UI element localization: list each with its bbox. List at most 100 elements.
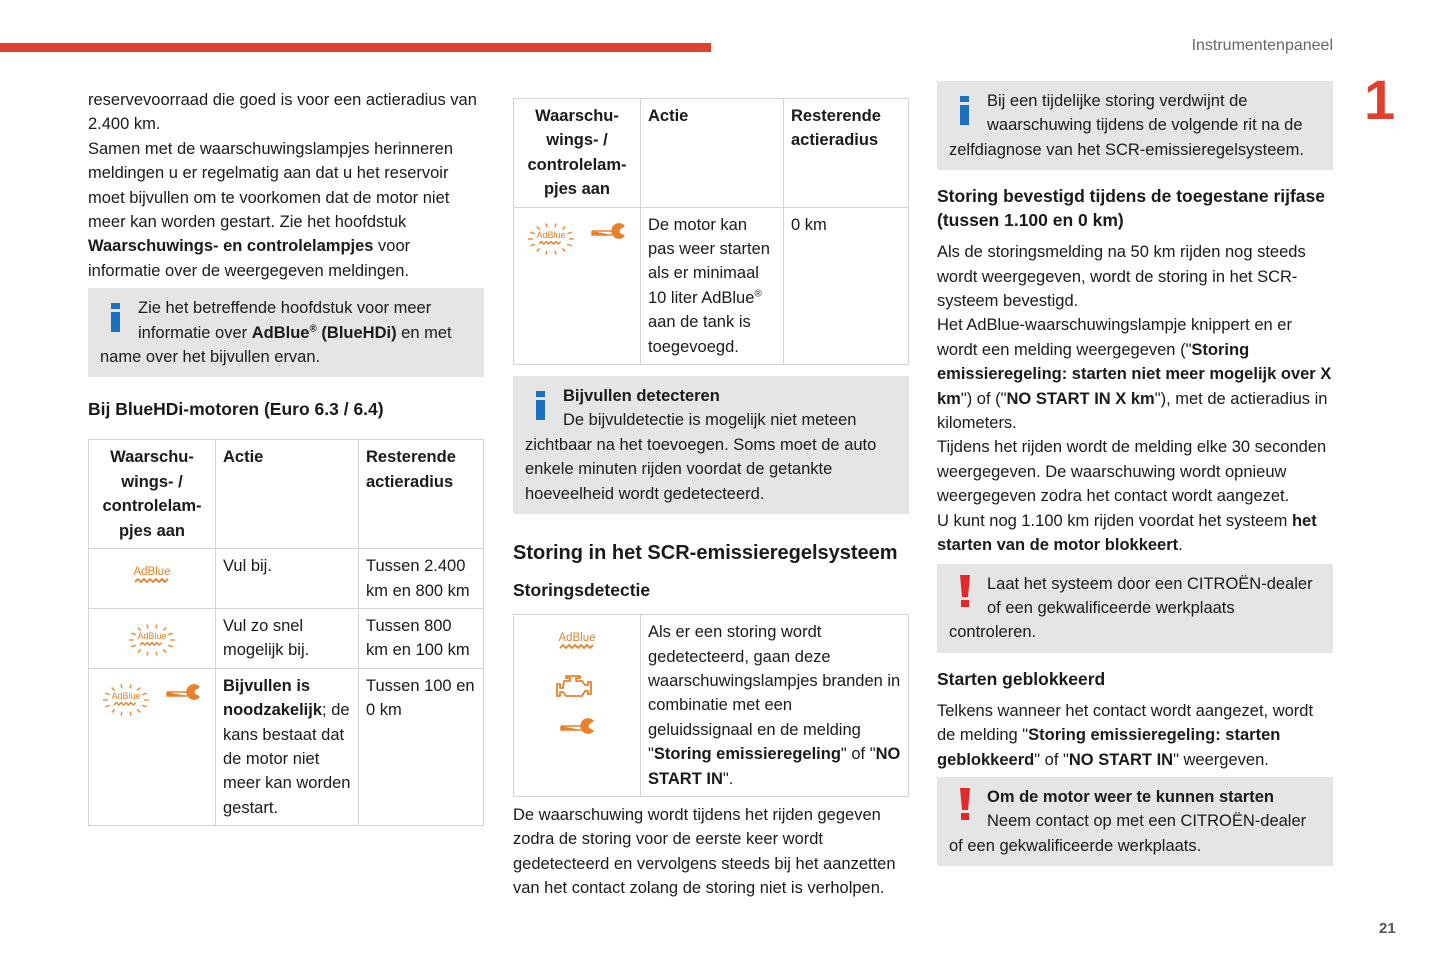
table-row: AdBlue Bijvullen is noodzakelijk; de kans… <box>88 667 484 827</box>
icon-wave <box>538 240 562 245</box>
section-title: Instrumentenpaneel <box>1191 37 1333 54</box>
engine-icon <box>556 675 592 697</box>
column: Bij een tijdelijke storing verdwijnt de … <box>937 81 1333 867</box>
icon-wrap <box>588 222 628 246</box>
icon-stem <box>960 787 970 810</box>
icon-dot <box>536 391 545 398</box>
icon-label: AdBlue <box>111 691 140 701</box>
text-run: Waarschuwings- en controlelampjes <box>88 237 374 256</box>
table-row: AdBlue De motor kan pas weer starten als … <box>513 206 909 366</box>
info-note: Bij een tijdelijke storing verdwijnt de … <box>937 81 1333 171</box>
icon-label: AdBlue <box>133 566 170 578</box>
paragraph: Tijdens het rijden wordt de melding elke… <box>937 435 1333 508</box>
wrench <box>166 683 200 700</box>
icon-wave <box>134 577 169 584</box>
column: reservevoorraad die goed is voor een act… <box>88 88 484 827</box>
paragraph: Als de storingsmelding na 50 km rijden n… <box>937 240 1333 313</box>
column: Waarschu-wings- / controlelam-pjes aan Ac… <box>513 98 909 901</box>
range-cell: 0 km <box>783 206 909 366</box>
text-run: ") of (" <box>960 389 1007 408</box>
text-run: De bijvuldetectie is mogelijk niet metee… <box>525 411 877 503</box>
text-run: NO START IN <box>648 745 901 788</box>
paragraph: De waarschuwing wordt tijdens het rijden… <box>513 803 909 901</box>
heading: Starten geblokkeerd <box>937 668 1106 689</box>
action-cell: Vul bij. <box>215 548 359 609</box>
header-cell: Resterende actieradius <box>783 98 909 208</box>
table-row: AdBlue Als er een storing wordt gedetecte… <box>513 614 909 797</box>
text-run: Als er een storing wordt gedetecteerd, g… <box>648 623 901 764</box>
text-run: NO START IN X km <box>1006 389 1155 408</box>
adblue-alert-icon: AdBlue <box>103 683 149 716</box>
text-run: Tijdens het rijden wordt de melding elke… <box>937 438 1327 506</box>
text-run: U kunt nog 1.100 km rijden voordat het s… <box>937 511 1292 530</box>
text-run: . <box>1178 536 1183 555</box>
wrench-icon <box>560 718 594 734</box>
text-run: Storing emissieregeling: starten geblokk… <box>937 726 1281 769</box>
header-cell: Actie <box>215 439 359 550</box>
text-run: Storing emissieregeling <box>653 745 841 764</box>
warning-note: Laat het systeem door een CITROËN-dealer… <box>937 563 1333 653</box>
text-run: Telkens wanneer het contact wordt aangez… <box>937 701 1314 745</box>
icon-glyph <box>960 96 969 125</box>
adblue-alert-icon: AdBlue <box>528 222 574 255</box>
text-run: De waarschuwing wordt tijdens het rijden… <box>513 805 896 898</box>
action-cell: Als er een storing wordt gedetecteerd, g… <box>640 614 909 797</box>
page-number: 21 <box>1379 920 1396 937</box>
info-icon <box>525 384 563 428</box>
note-title: Bijvullen detecteren <box>563 387 720 406</box>
action-cell: Vul zo snel mogelijk bij. <box>215 607 359 669</box>
text-run: het starten van de motor blokkeert <box>937 511 1317 555</box>
icon-dot <box>111 303 120 310</box>
warning-icon <box>949 785 987 829</box>
text-run: Vul zo snel mogelijk bij. <box>223 616 310 660</box>
wrench <box>560 718 594 734</box>
text-run: ® <box>309 323 317 335</box>
range-cell: Tussen 800 km en 100 km <box>358 607 484 669</box>
text-run: Zie het betreffende hoofdstuk voor meer … <box>138 299 432 342</box>
text-run: NO START IN <box>1068 750 1174 769</box>
text-run: Als de storingsmelding na 50 km rijden n… <box>937 243 1306 311</box>
header-cell: Waarschu-wings- / controlelam-pjes aan <box>88 439 216 550</box>
text-run: voor informatie over de weergegeven meld… <box>88 237 411 280</box>
text-run: reservevoorraad die goed is voor een act… <box>88 91 477 134</box>
text-run: Laat het systeem door een CITROËN-dealer… <box>949 574 1313 642</box>
chapter-number: 1 <box>1364 68 1396 131</box>
icon-glyph <box>960 574 970 607</box>
heading: Storingsdetectie <box>513 580 651 601</box>
icon-wrap: AdBlue <box>101 683 151 717</box>
icon-label: AdBlue <box>137 631 166 641</box>
icon-stem <box>111 312 120 333</box>
wrench <box>591 222 625 239</box>
range-cell: Tussen 100 en 0 km <box>358 667 484 827</box>
text-run: "), met de actieradius in kilometers. <box>937 389 1328 433</box>
icon-cell: AdBlue <box>513 206 641 366</box>
wrench-icon <box>166 683 200 700</box>
info-icon <box>949 89 987 133</box>
text-run: Storing emissieregeling: starten niet me… <box>937 340 1332 408</box>
icon-label: AdBlue <box>536 230 565 240</box>
icon-wrap: AdBlue <box>521 629 633 655</box>
icon-wave <box>139 641 163 646</box>
icon-cell: AdBlue <box>88 548 216 609</box>
icon-stem <box>960 105 969 125</box>
engine <box>556 675 592 697</box>
action-cell: Bijvullen is noodzakelijk; de kans besta… <box>215 667 359 827</box>
icon-rays <box>129 624 175 656</box>
header-bar <box>0 43 711 52</box>
adblue-alert-icon: AdBlue <box>129 624 175 656</box>
header-cell: Waarschu-wings- / controlelam-pjes aan <box>513 98 641 208</box>
text-run: ® <box>754 288 762 300</box>
table-row: AdBlue Vul bij. Tussen 2.400 km en 800 km <box>88 548 484 609</box>
range-cell: Tussen 2.400 km en 800 km <box>358 548 484 609</box>
paragraph: Het AdBlue-waarschuwingslampje knippert … <box>937 313 1333 435</box>
info-icon <box>100 296 138 340</box>
icon-stem <box>536 400 545 421</box>
text-run: ; de kans bestaat dat de motor niet meer… <box>223 701 351 817</box>
text-run: Het AdBlue-waarschuwingslampje knippert … <box>937 316 1292 359</box>
icon-cell: AdBlue <box>88 667 216 827</box>
icon-wrap: AdBlue <box>129 563 175 589</box>
text-run: Bij een tijdelijke storing verdwijnt de … <box>949 92 1304 159</box>
icon-cell: AdBlue <box>88 607 216 669</box>
action-cell: De motor kan pas weer starten als er min… <box>640 206 784 366</box>
